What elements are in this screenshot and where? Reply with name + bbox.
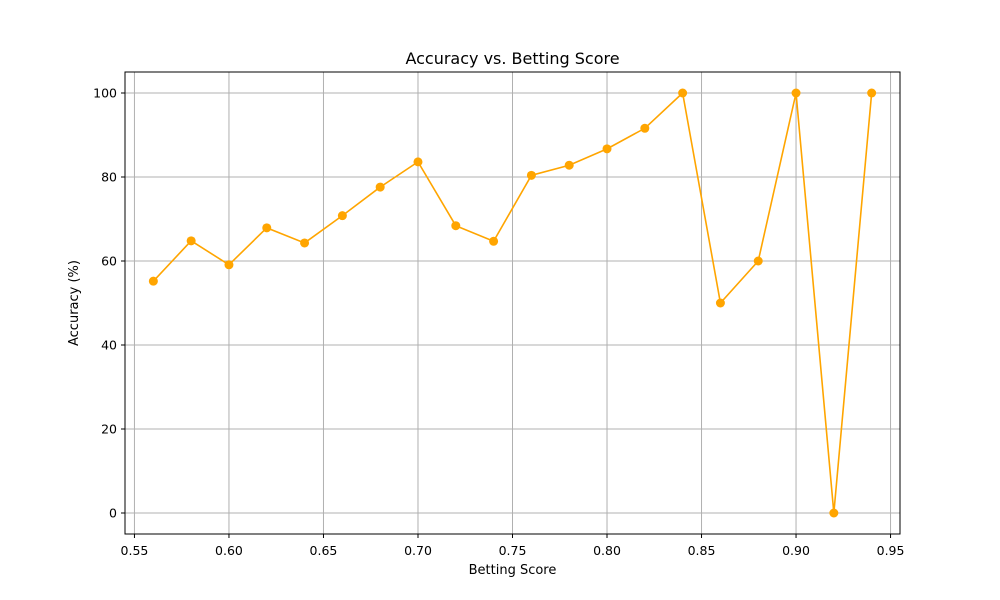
data-point bbox=[451, 221, 461, 231]
x-tick-label: 0.95 bbox=[877, 543, 905, 558]
x-axis-label: Betting Score bbox=[469, 563, 557, 578]
data-point bbox=[602, 144, 612, 154]
data-point bbox=[564, 160, 574, 170]
chart-title: Accuracy vs. Betting Score bbox=[405, 49, 619, 68]
data-point bbox=[489, 236, 499, 246]
data-point bbox=[337, 211, 347, 221]
y-tick-label: 40 bbox=[101, 338, 117, 353]
x-tick-label: 0.80 bbox=[593, 543, 621, 558]
data-point bbox=[224, 260, 234, 270]
x-tick-label: 0.70 bbox=[404, 543, 432, 558]
data-point bbox=[791, 88, 801, 98]
x-tick-label: 0.75 bbox=[499, 543, 527, 558]
x-tick-label: 0.65 bbox=[310, 543, 338, 558]
x-tick-label: 0.85 bbox=[688, 543, 716, 558]
y-axis-label: Accuracy (%) bbox=[67, 260, 82, 346]
y-tick-label: 0 bbox=[109, 506, 117, 521]
y-tick-label: 80 bbox=[101, 170, 117, 185]
series-layer bbox=[148, 88, 877, 518]
y-tick-label: 20 bbox=[101, 422, 117, 437]
grid bbox=[125, 72, 900, 534]
data-point bbox=[526, 170, 536, 180]
ticks: 0.55 0.60 0.65 0.70 0.75 0.80 0.85 0.90 0.95 0 20 4… bbox=[93, 86, 904, 559]
data-point bbox=[640, 123, 650, 133]
data-point bbox=[375, 182, 385, 192]
data-point bbox=[715, 298, 725, 308]
data-point bbox=[867, 88, 877, 98]
x-tick-label: 0.90 bbox=[782, 543, 810, 558]
data-point bbox=[186, 236, 196, 246]
series-line bbox=[152, 91, 873, 514]
y-tick-label: 100 bbox=[93, 86, 117, 101]
y-tick-label: 60 bbox=[101, 254, 117, 269]
data-point bbox=[262, 223, 272, 233]
data-point bbox=[753, 256, 763, 266]
data-point bbox=[829, 508, 839, 518]
data-point bbox=[300, 238, 310, 248]
data-point bbox=[413, 157, 423, 167]
data-point bbox=[678, 88, 688, 98]
x-tick-label: 0.60 bbox=[215, 543, 243, 558]
x-tick-label: 0.55 bbox=[121, 543, 149, 558]
data-point bbox=[148, 276, 158, 286]
